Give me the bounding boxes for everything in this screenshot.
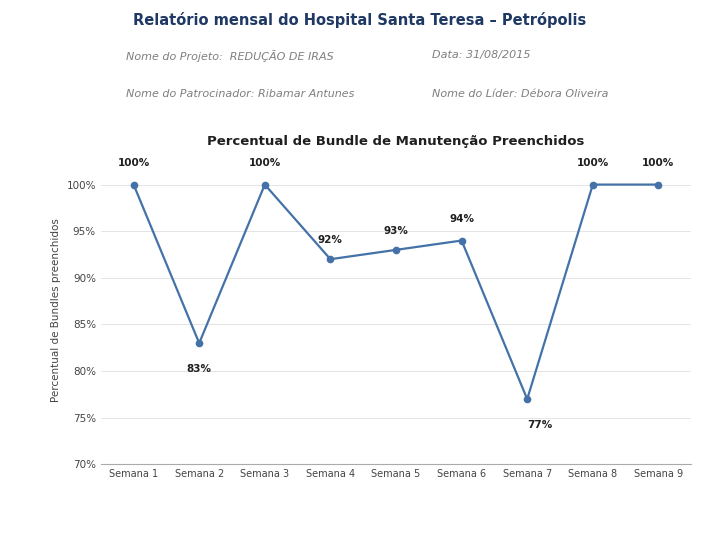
Text: Nome do Patrocinador: Ribamar Antunes: Nome do Patrocinador: Ribamar Antunes [126,89,354,99]
Text: 94%: 94% [449,214,474,224]
Text: 100%: 100% [577,158,609,168]
Text: 77%: 77% [528,420,553,430]
Text: 83%: 83% [186,363,212,374]
Text: 100%: 100% [642,158,675,168]
Text: Data: 31/08/2015: Data: 31/08/2015 [432,50,531,60]
Text: 100%: 100% [248,158,281,168]
Text: Nome do Projeto:  REDUÇÃO DE IRAS: Nome do Projeto: REDUÇÃO DE IRAS [126,50,334,62]
Text: Nome do Líder: Débora Oliveira: Nome do Líder: Débora Oliveira [432,89,608,99]
Text: 93%: 93% [384,226,408,236]
Text: 100%: 100% [117,158,150,168]
Text: 92%: 92% [318,235,343,245]
Y-axis label: Percentual de Bundles preenchidos: Percentual de Bundles preenchidos [51,219,61,402]
Text: Relatório mensal do Hospital Santa Teresa – Petrópolis: Relatório mensal do Hospital Santa Teres… [133,12,587,28]
Title: Percentual de Bundle de Manutenção Preenchidos: Percentual de Bundle de Manutenção Preen… [207,136,585,148]
